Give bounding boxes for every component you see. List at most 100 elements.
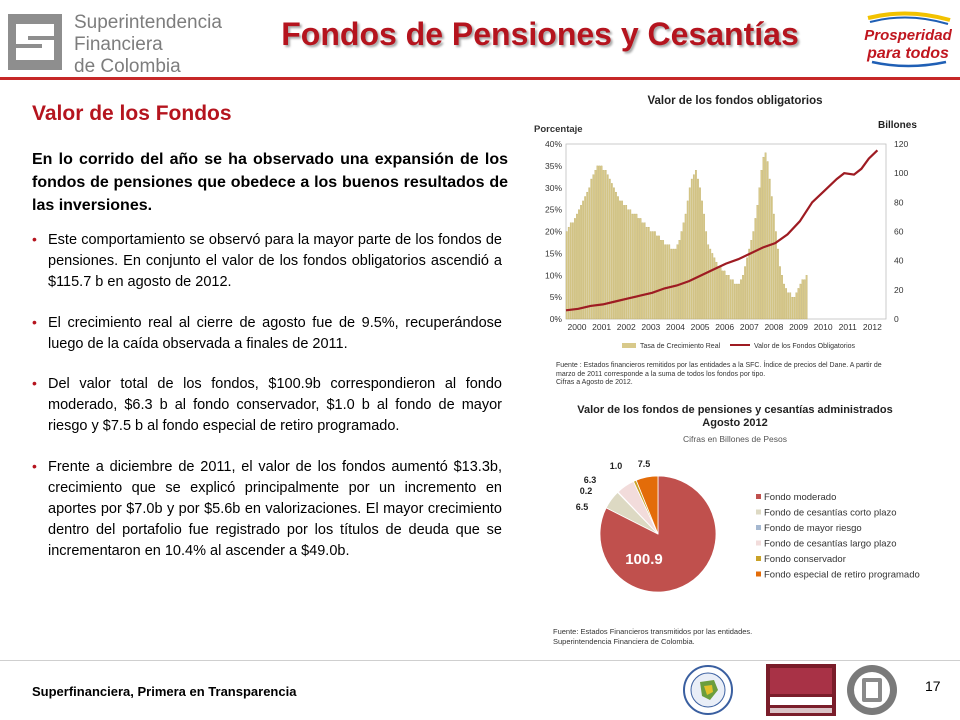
legend-label: Fondo especial de retiro programado: [764, 570, 920, 581]
growth-rate-bar: [690, 178, 693, 320]
growth-rate-bar: [701, 200, 703, 320]
y-right-tick-label: 20: [894, 285, 904, 295]
chart2-subtitle: Cifras en Billones de Pesos: [683, 434, 787, 444]
growth-rate-bar: [656, 235, 658, 320]
y-left-tick-label: 25%: [545, 205, 562, 215]
legend-swatch: [756, 509, 761, 515]
org-line: Financiera: [74, 34, 163, 55]
growth-rate-bar: [649, 231, 652, 320]
growth-rate-bar: [588, 187, 591, 320]
growth-rate-bar: [631, 213, 634, 320]
bullet-item: • Este comportamiento se observó para la …: [32, 230, 502, 294]
growth-rate-bar: [592, 174, 595, 320]
bullet-icon: •: [32, 313, 37, 330]
y-left-tick-label: 15%: [545, 248, 562, 258]
growth-rate-bar: [793, 296, 796, 320]
source-line: Fuente : Estados financieros remitidos p…: [556, 362, 882, 369]
x-tick-label: 2001: [592, 322, 611, 332]
growth-rate-bar: [774, 231, 777, 320]
growth-rate-bar: [590, 178, 593, 320]
org-line: de Colombia: [74, 56, 181, 77]
growth-rate-bar: [721, 270, 724, 320]
pie-value-label: 6.5: [576, 502, 589, 512]
legend-label: Fondo moderado: [764, 492, 836, 503]
growth-rate-bar: [795, 292, 798, 320]
legend-swatch: [756, 571, 761, 577]
growth-rate-bar: [791, 296, 794, 320]
growth-rate-bar: [781, 275, 783, 320]
growth-rate-bar: [604, 170, 607, 320]
growth-rate-bar: [613, 187, 615, 320]
growth-rate-bar: [627, 209, 630, 320]
growth-rate-bar: [615, 191, 617, 320]
growth-rate-bar: [697, 178, 699, 320]
growth-rate-bar: [789, 292, 792, 320]
growth-rate-bar: [662, 240, 664, 320]
growth-rate-bar: [779, 266, 781, 320]
footer-text: Superfinanciera, Primera en Transparenci…: [32, 684, 297, 699]
x-tick-label: 2009: [789, 322, 808, 332]
legend-swatch: [756, 525, 761, 530]
growth-rate-bar: [740, 279, 742, 320]
growth-rate-bar: [594, 170, 597, 320]
growth-rate-bar: [801, 279, 804, 320]
y-right-axis-label: Billones: [878, 120, 917, 131]
y-right-tick-label: 0: [894, 314, 899, 324]
growth-rate-bar: [637, 218, 640, 320]
growth-rate-bar: [686, 200, 689, 320]
source-line: Superintendencia Financiera de Colombia.: [553, 637, 695, 646]
growth-rate-bar: [742, 275, 744, 320]
growth-rate-bar: [733, 283, 736, 320]
growth-rate-bar: [787, 292, 790, 320]
growth-rate-bar: [750, 240, 753, 320]
x-tick-label: 2004: [666, 322, 685, 332]
growth-rate-bar: [772, 213, 775, 320]
growth-rate-bar: [651, 231, 654, 320]
growth-rate-bar: [608, 178, 611, 320]
y-right-tick-label: 40: [894, 256, 904, 266]
growth-rate-bar: [729, 279, 732, 320]
growth-rate-bar: [766, 161, 769, 320]
x-tick-label: 2006: [715, 322, 734, 332]
growth-rate-bar: [582, 200, 584, 320]
growth-rate-bar: [584, 196, 587, 320]
growth-rate-bar: [783, 283, 785, 320]
growth-rate-bar: [670, 248, 673, 320]
x-tick-label: 2003: [641, 322, 660, 332]
growth-rate-bar: [770, 196, 773, 320]
source-line: marzo de 2011 corresponde a la suma de t…: [556, 370, 766, 378]
certification-seal-icon: [683, 665, 733, 715]
growth-rate-bar: [719, 266, 722, 320]
legend-label: Tasa de Crecimiento Real: [640, 343, 721, 350]
bullet-item: • Frente a diciembre de 2011, el valor de…: [32, 457, 502, 563]
bullet-list: • Este comportamiento se observó para la …: [32, 230, 502, 582]
bullet-item: • El crecimiento real al cierre de agosto…: [32, 313, 502, 355]
chart1-source: Fuente : Estados financieros remitidos p…: [556, 362, 916, 388]
growth-rate-bar: [666, 244, 669, 320]
bullet-icon: •: [32, 375, 37, 392]
legend-label: Fondo de mayor riesgo: [764, 523, 862, 534]
y-left-axis-label: Porcentaje: [534, 124, 583, 135]
x-tick-label: 2008: [764, 322, 783, 332]
y-right-tick-label: 100: [894, 168, 908, 178]
legend-label: Valor de los Fondos Obligatorios: [754, 343, 856, 350]
x-tick-label: 2010: [814, 322, 833, 332]
growth-rate-bar: [660, 240, 662, 320]
growth-rate-bar: [569, 222, 572, 320]
growth-rate-bar: [692, 174, 695, 320]
growth-rate-bar: [658, 235, 660, 320]
growth-rate-bar: [567, 226, 570, 320]
chart2-title-line: Valor de los fondos de pensiones y cesan…: [577, 404, 893, 416]
growth-rate-bar: [617, 196, 619, 320]
y-right-tick-label: 60: [894, 227, 904, 237]
growth-rate-bar: [713, 257, 716, 320]
header-rule: [0, 77, 960, 80]
org-line: Superintendencia: [74, 12, 222, 33]
sfc-logo: Superintendencia Financiera de Colombia: [8, 10, 222, 77]
sfc-logo-text: Superintendencia Financiera de Colombia: [74, 12, 222, 78]
growth-rate-bar: [629, 209, 632, 320]
y-right-tick-label: 120: [894, 139, 908, 149]
growth-rate-bar: [688, 187, 691, 320]
chart2-source: Fuente: Estados Financieros transmitidos…: [553, 627, 913, 647]
growth-rate-bar: [633, 213, 636, 320]
